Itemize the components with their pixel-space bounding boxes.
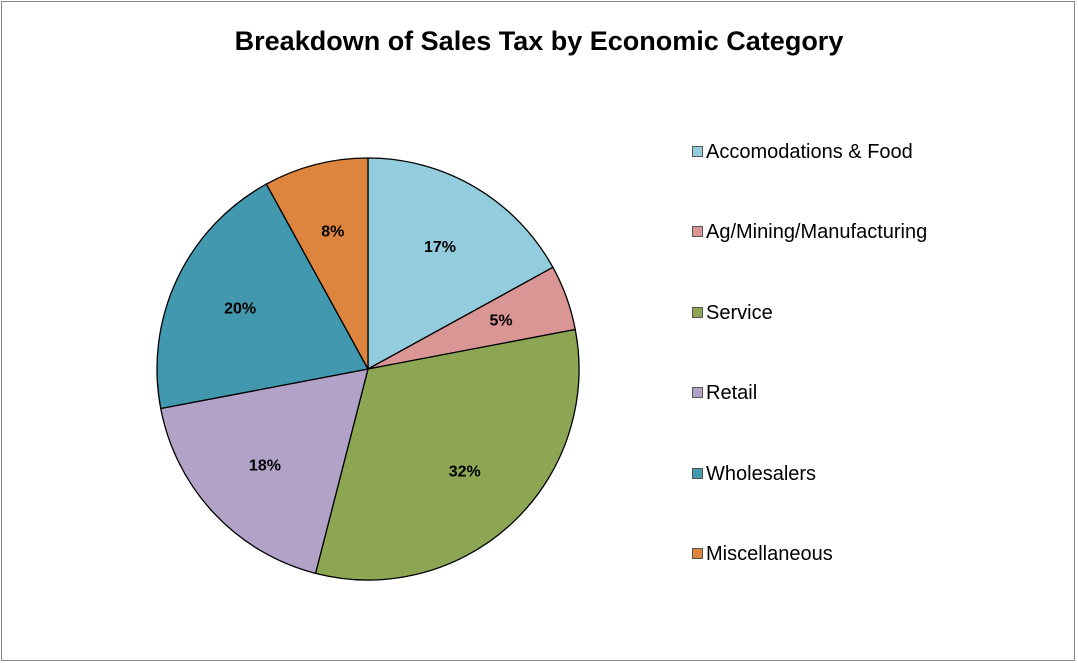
- data-label-ag-mining-manufacturing: 5%: [489, 313, 512, 330]
- legend-swatch: [692, 306, 703, 318]
- legend-swatch: [692, 226, 703, 238]
- data-label-retail: 18%: [249, 457, 281, 474]
- data-label-miscellaneous: 8%: [321, 224, 344, 241]
- legend-label: Ag/Mining/Manufacturing: [706, 221, 928, 244]
- data-label-wholesalers: 20%: [224, 300, 256, 317]
- legend-label: Service: [706, 301, 773, 324]
- legend-label: Wholesalers: [706, 462, 817, 485]
- pie-slice-miscellaneous: [265, 157, 369, 370]
- legend-swatch: [692, 387, 703, 399]
- legend-swatch: [692, 467, 703, 479]
- pie-slice-accomodations-food: [367, 157, 554, 371]
- data-label-accomodations-food: 17%: [424, 239, 456, 256]
- legend-label: Accomodations & Food: [706, 141, 913, 163]
- data-label-service: 32%: [449, 464, 481, 481]
- chart-title: Breakdown of Sales Tax by Economic Categ…: [234, 26, 844, 56]
- legend-swatch: [692, 146, 703, 157]
- legend-label: Miscellaneous: [706, 543, 833, 565]
- pie-data-labels: 17% 5% 32% 18% 20% 8%: [224, 224, 513, 481]
- legend-swatch: [692, 548, 703, 559]
- legend-label: Retail: [706, 382, 758, 405]
- pie-slice-service: [314, 328, 580, 581]
- pie-slice-retail: [159, 368, 369, 575]
- pie-slice-wholesalers: [156, 183, 370, 410]
- pie-slices: [156, 157, 580, 581]
